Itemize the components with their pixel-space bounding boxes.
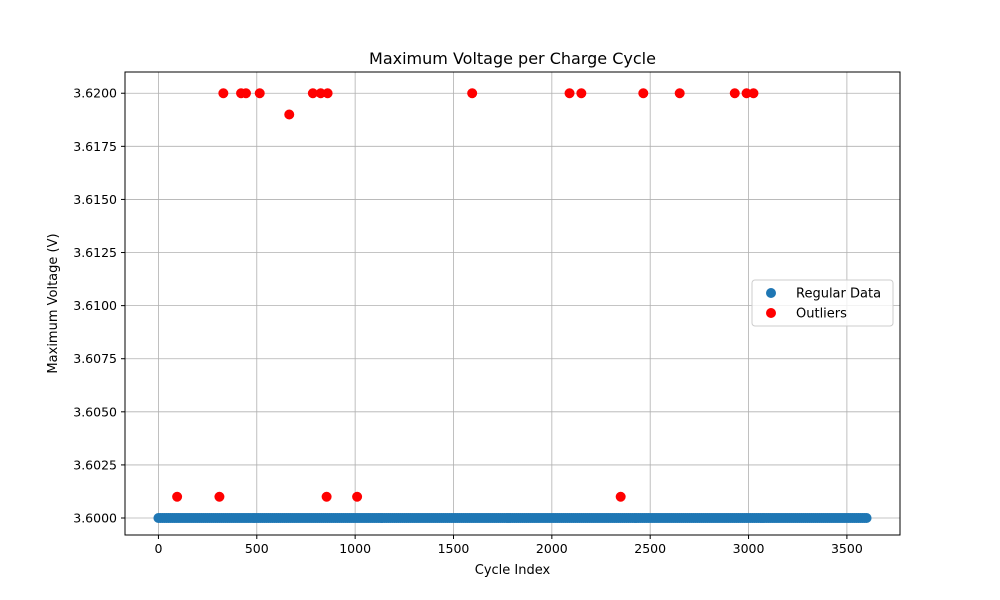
x-tick-label: 1000 bbox=[339, 541, 371, 556]
outlier-point bbox=[315, 88, 326, 99]
outlier-point bbox=[321, 491, 332, 502]
axis-ticks: 0 500 1000 1500 2000 2500 3000 3500 3.6000 3.6025… bbox=[73, 86, 863, 556]
outlier-point bbox=[674, 88, 685, 99]
x-tick-label: 2000 bbox=[536, 541, 568, 556]
legend-label-regular-data: Regular Data bbox=[796, 287, 881, 302]
outlier-point bbox=[564, 88, 575, 99]
outlier-point bbox=[214, 491, 225, 502]
outlier-point bbox=[576, 88, 587, 99]
x-tick-label: 500 bbox=[245, 541, 269, 556]
legend: Regular Data Outliers bbox=[751, 279, 894, 327]
outlier-point bbox=[172, 491, 183, 502]
x-tick-label: 3000 bbox=[733, 541, 765, 556]
outlier-point bbox=[284, 109, 295, 120]
outlier-point bbox=[729, 88, 740, 99]
outlier-point bbox=[307, 88, 318, 99]
outlier-point bbox=[218, 88, 229, 99]
y-tick-label: 3.6075 bbox=[73, 351, 117, 366]
y-tick-label: 3.6150 bbox=[73, 192, 117, 207]
y-axis-label: Maximum Voltage (V) bbox=[46, 233, 61, 373]
chart-title: Maximum Voltage per Charge Cycle bbox=[369, 49, 656, 68]
outlier-point bbox=[748, 88, 759, 99]
data-points bbox=[153, 88, 872, 524]
y-tick-label: 3.6175 bbox=[73, 139, 117, 154]
x-axis-label: Cycle Index bbox=[475, 563, 551, 578]
legend-label-outliers: Outliers bbox=[796, 307, 847, 322]
y-tick-label: 3.6050 bbox=[73, 404, 117, 419]
y-tick-label: 3.6000 bbox=[73, 511, 117, 526]
x-tick-label: 3500 bbox=[831, 541, 863, 556]
x-tick-label: 1500 bbox=[438, 541, 470, 556]
outlier-point bbox=[615, 491, 626, 502]
regular-data-point bbox=[861, 513, 872, 524]
y-tick-label: 3.6025 bbox=[73, 457, 117, 472]
legend-marker-regular-data bbox=[766, 288, 776, 298]
y-tick-label: 3.6125 bbox=[73, 245, 117, 260]
legend-box bbox=[751, 279, 894, 327]
legend-marker-outliers bbox=[766, 308, 776, 318]
outlier-point bbox=[254, 88, 265, 99]
outlier-point bbox=[240, 88, 251, 99]
outlier-point bbox=[352, 491, 363, 502]
outlier-point bbox=[322, 88, 333, 99]
plot-frame bbox=[124, 71, 901, 536]
outlier-point bbox=[638, 88, 649, 99]
outlier-point bbox=[741, 88, 752, 99]
outlier-point bbox=[467, 88, 478, 99]
y-tick-label: 3.6100 bbox=[73, 298, 117, 313]
x-tick-label: 2500 bbox=[634, 541, 666, 556]
x-tick-label: 0 bbox=[154, 541, 162, 556]
y-tick-label: 3.6200 bbox=[73, 86, 117, 101]
